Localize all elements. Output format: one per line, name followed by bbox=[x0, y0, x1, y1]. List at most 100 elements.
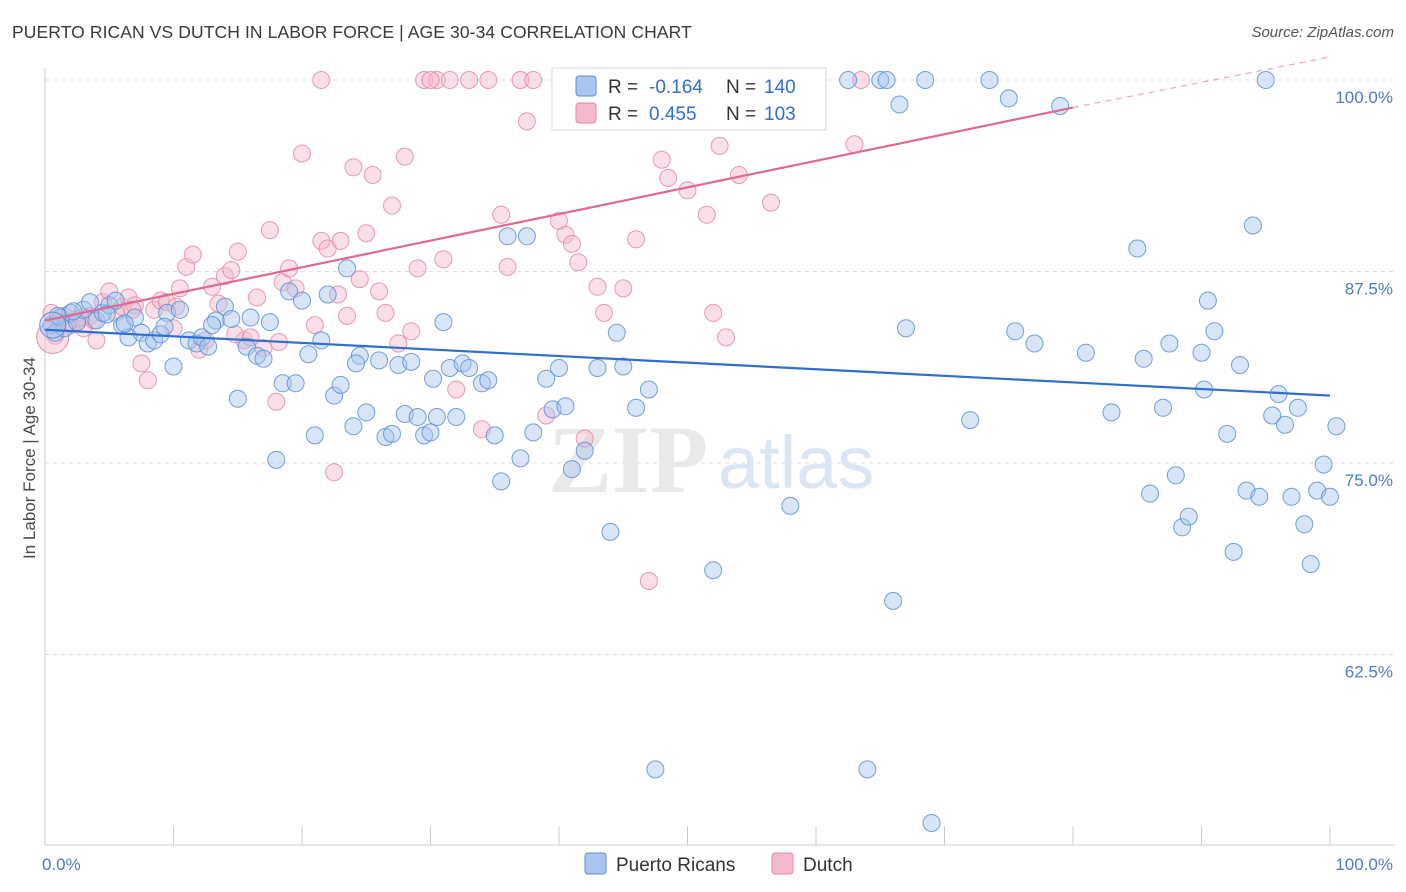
dutch-point-93 bbox=[421, 71, 440, 89]
dutch-point-28 bbox=[222, 261, 241, 279]
puerto-rican-point-70 bbox=[517, 227, 536, 246]
puerto-rican-point-38 bbox=[293, 291, 311, 310]
puerto-rican-point-75 bbox=[556, 397, 575, 416]
legend-n-label-1: N = bbox=[726, 77, 756, 98]
puerto-rican-point-89 bbox=[871, 71, 890, 89]
bottom-legend-puerto-ricans: Puerto Ricans bbox=[616, 855, 735, 876]
puerto-rican-point-79 bbox=[601, 522, 620, 541]
puerto-rican-point-34 bbox=[267, 450, 286, 469]
dutch-point-34 bbox=[260, 221, 279, 240]
puerto-rican-point-126 bbox=[1288, 398, 1307, 417]
puerto-rican-point-111 bbox=[1179, 507, 1198, 526]
puerto-rican-point-14 bbox=[125, 308, 144, 327]
dutch-point-91 bbox=[852, 71, 870, 89]
y-axis-label: In Labor Force | Age 30-34 bbox=[20, 357, 39, 559]
dutch-point-39 bbox=[293, 144, 311, 163]
puerto-rican-point-82 bbox=[639, 380, 658, 399]
dutch-point-53 bbox=[389, 334, 408, 353]
puerto-rican-point-29 bbox=[228, 389, 247, 408]
dutch-point-47 bbox=[350, 270, 369, 289]
puerto-rican-point-141 bbox=[424, 369, 443, 388]
puerto-rican-point-113 bbox=[1198, 291, 1217, 310]
puerto-rican-point-8 bbox=[87, 311, 106, 330]
puerto-rican-point-120 bbox=[1250, 487, 1269, 506]
dutch-point-56 bbox=[408, 259, 427, 278]
puerto-rican-point-97 bbox=[980, 71, 999, 89]
puerto-rican-point-127 bbox=[1295, 515, 1314, 534]
puerto-rican-point-49 bbox=[370, 351, 389, 370]
puerto-rican-point-62 bbox=[453, 354, 472, 373]
puerto-rican-point-51 bbox=[383, 424, 401, 443]
dutch-point-14 bbox=[132, 354, 151, 373]
puerto-rican-point-41 bbox=[312, 331, 331, 350]
dutch-point-7 bbox=[87, 331, 106, 350]
puerto-rican-point-142 bbox=[627, 398, 646, 417]
puerto-rican-point-108 bbox=[1160, 334, 1179, 353]
dutch-point-88 bbox=[762, 193, 780, 212]
puerto-rican-point-115 bbox=[1218, 424, 1237, 443]
puerto-rican-point-30 bbox=[237, 337, 256, 356]
puerto-rican-point-125 bbox=[1282, 487, 1301, 506]
puerto-rican-point-128 bbox=[1301, 555, 1320, 574]
puerto-rican-point-43 bbox=[325, 386, 344, 405]
legend-swatch-dutch bbox=[575, 102, 597, 124]
y-tick-label-2: 75.0% bbox=[1345, 471, 1393, 490]
dutch-point-92 bbox=[312, 71, 331, 89]
dutch-point-46 bbox=[344, 158, 363, 177]
dutch-point-73 bbox=[569, 253, 588, 272]
watermark-atlas: atlas bbox=[718, 421, 874, 504]
bottom-legend-swatch-puerto-ricans bbox=[584, 852, 607, 875]
puerto-rican-point-131 bbox=[1321, 487, 1339, 506]
dutch-point-76 bbox=[595, 303, 613, 322]
dutch-point-29 bbox=[228, 242, 247, 261]
dutch-point-57 bbox=[415, 71, 434, 89]
puerto-rican-point-119 bbox=[1243, 216, 1262, 235]
puerto-rican-point-117 bbox=[1231, 356, 1249, 374]
puerto-rican-point-40 bbox=[305, 426, 324, 445]
puerto-rican-trend-line bbox=[44, 328, 1331, 397]
puerto-rican-point-91 bbox=[884, 591, 903, 610]
puerto-rican-point-54 bbox=[402, 352, 421, 371]
legend-r-label-2: R = bbox=[608, 104, 638, 125]
dutch-point-15 bbox=[138, 371, 157, 390]
puerto-rican-point-87 bbox=[839, 71, 858, 89]
dutch-point-81 bbox=[659, 169, 678, 187]
puerto-rican-point-45 bbox=[338, 259, 356, 278]
legend-r-value-1: -0.164 bbox=[649, 77, 703, 98]
puerto-rican-point-102 bbox=[1076, 343, 1095, 362]
legend-n-value-1: 140 bbox=[764, 77, 796, 98]
dutch-point-45 bbox=[338, 306, 356, 325]
puerto-rican-point-109 bbox=[1166, 466, 1185, 485]
dutch-point-35 bbox=[267, 392, 286, 411]
puerto-rican-point-138 bbox=[203, 316, 222, 335]
puerto-rican-point-21 bbox=[170, 300, 189, 319]
puerto-rican-point-25 bbox=[199, 337, 218, 356]
dutch-point-72 bbox=[562, 234, 581, 253]
dutch-point-85 bbox=[710, 136, 729, 155]
puerto-rican-point-90 bbox=[877, 71, 896, 89]
legend-r-value-2: 0.455 bbox=[649, 104, 697, 125]
dutch-point-82 bbox=[678, 181, 697, 200]
dutch-point-49 bbox=[363, 166, 382, 184]
puerto-rican-point-98 bbox=[999, 89, 1018, 108]
puerto-rican-point-137 bbox=[155, 317, 174, 336]
puerto-rican-point-99 bbox=[1006, 322, 1025, 341]
chart-title: PUERTO RICAN VS DUTCH IN LABOR FORCE | A… bbox=[12, 22, 692, 42]
puerto-rican-point-67 bbox=[492, 472, 511, 491]
legend-box: R = -0.164 N = 140 R = 0.455 N = 103 bbox=[551, 67, 827, 131]
puerto-rican-point-37 bbox=[286, 374, 305, 393]
puerto-rican-points bbox=[39, 71, 1346, 832]
dutch-point-31 bbox=[241, 328, 260, 347]
dutch-trend-line bbox=[44, 106, 1074, 322]
puerto-rican-point-92 bbox=[890, 95, 909, 114]
x-tick-label-0: 0.0% bbox=[42, 855, 81, 874]
dutch-point-40 bbox=[305, 316, 324, 335]
puerto-rican-point-69 bbox=[511, 449, 530, 468]
trend-lines bbox=[44, 56, 1331, 397]
legend-r-label-1: R = bbox=[608, 77, 638, 98]
puerto-rican-point-86 bbox=[781, 496, 800, 515]
puerto-rican-point-80 bbox=[607, 323, 626, 342]
puerto-rican-point-61 bbox=[447, 408, 466, 426]
puerto-rican-point-140 bbox=[347, 354, 365, 373]
puerto-rican-point-110 bbox=[1173, 518, 1192, 537]
